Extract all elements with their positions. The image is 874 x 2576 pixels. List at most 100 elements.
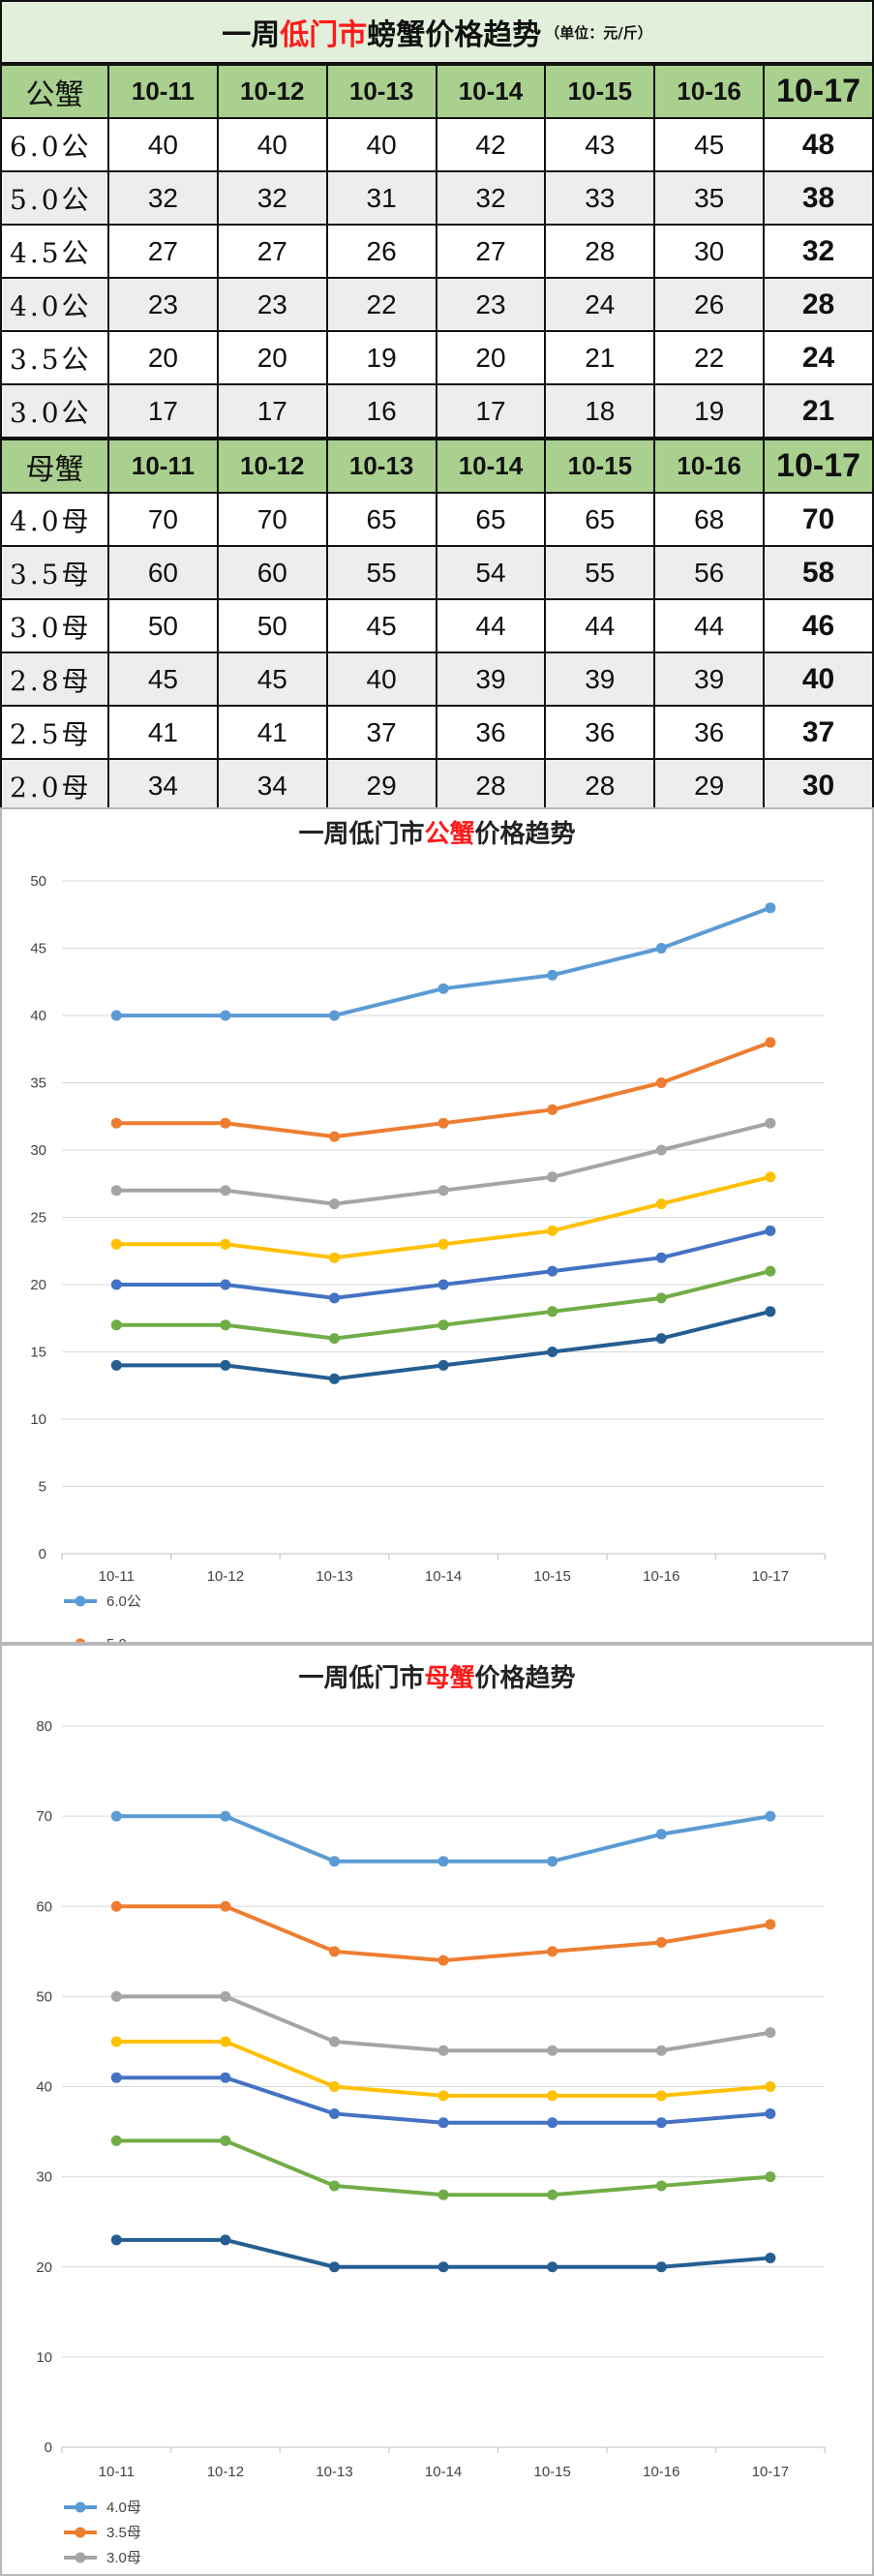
female-price-cell: 39 — [544, 652, 656, 707]
male-price-cell: 38 — [763, 170, 874, 226]
data-point — [220, 1359, 231, 1371]
female-price-cell: 39 — [653, 652, 766, 707]
chart-title: 一周低门市母蟹价格趋势 — [298, 1663, 575, 1693]
data-point — [655, 1077, 667, 1088]
male-size-label: 6.0公 — [0, 117, 109, 172]
y-tick-label: 35 — [30, 1076, 46, 1092]
data-point — [220, 1810, 231, 1822]
male-price-cell: 42 — [435, 117, 547, 172]
male-price-table: 公蟹 10-11 10-12 10-13 10-14 10-15 10-16 10-17 6.0… — [0, 64, 874, 492]
legend-entry: 3.5母 — [106, 2525, 141, 2541]
male-price-cell: 20 — [107, 330, 219, 385]
legend-swatch-marker — [75, 2552, 86, 2563]
male-price-cell: 33 — [544, 170, 656, 226]
male-price-cell: 45 — [653, 117, 766, 172]
female-size-label: 3.5母 — [0, 545, 109, 600]
x-tick-label: 10-11 — [99, 2464, 135, 2480]
data-point — [110, 1900, 122, 1912]
male-date-header: 10-17 — [763, 64, 874, 119]
female-date-header: 10-15 — [544, 439, 656, 494]
data-point — [765, 2107, 776, 2119]
female-price-cell: 46 — [763, 598, 874, 653]
male-price-cell: 20 — [216, 330, 328, 385]
x-tick-label: 10-17 — [752, 1568, 789, 1585]
data-point — [547, 2045, 558, 2056]
data-point — [437, 1359, 449, 1371]
chart-canvas: 一周低门市母蟹价格趋势 0 10 20 30 40 50 60 70 80 10-11 10-12 10… — [36, 1663, 826, 2566]
male-size-label: 4.0公 — [0, 277, 109, 332]
legend-entry: 5.0 — [106, 1636, 127, 1642]
data-point — [110, 1279, 122, 1290]
data-point — [220, 1010, 231, 1021]
female-price-cell: 70 — [216, 492, 328, 547]
data-point — [655, 2045, 667, 2056]
female-price-cell: 30 — [763, 758, 874, 813]
data-point — [437, 1185, 449, 1197]
female-price-chart: 一周低门市母蟹价格趋势 0 10 20 30 40 50 60 70 80 10-11 10-12 10… — [0, 1644, 874, 2576]
data-point — [437, 2117, 449, 2129]
data-point — [329, 2261, 340, 2273]
x-tick-label: 10-16 — [643, 1568, 679, 1585]
male-table-row: 5.0公 32 32 31 32 33 35 38 — [0, 170, 874, 226]
female-price-cell: 65 — [325, 492, 437, 547]
x-tick-label: 10-13 — [316, 2464, 352, 2480]
y-tick-label: 30 — [30, 1142, 46, 1159]
female-price-cell: 68 — [653, 492, 766, 547]
male-price-cell: 17 — [107, 383, 219, 439]
data-point — [437, 2045, 449, 2056]
legend-entry: 3.0母 — [106, 2550, 141, 2566]
male-date-header: 10-16 — [653, 64, 766, 119]
female-table-label: 母蟹 — [0, 439, 109, 494]
female-price-cell: 45 — [107, 652, 219, 707]
data-point — [110, 1990, 122, 2002]
data-point — [655, 1333, 667, 1345]
male-table-row: 4.0公 23 23 22 23 24 26 28 — [0, 277, 874, 332]
series-line-1 — [114, 1814, 772, 1864]
header-title-suffix: 螃蟹价格趋势 — [367, 18, 542, 52]
x-tick-label: 10-17 — [752, 2464, 789, 2480]
data-point — [437, 2189, 449, 2200]
male-price-cell: 21 — [544, 330, 656, 385]
male-price-cell: 26 — [325, 224, 437, 279]
male-price-cell: 32 — [763, 224, 874, 279]
female-price-cell: 45 — [216, 652, 328, 707]
male-price-cell: 21 — [763, 383, 874, 439]
male-price-cell: 27 — [107, 224, 219, 279]
data-point — [547, 2261, 558, 2273]
y-tick-label: 5 — [39, 1479, 46, 1496]
header-title-prefix: 一周 — [222, 18, 281, 52]
data-point — [220, 2036, 231, 2047]
female-date-header: 10-13 — [325, 439, 437, 494]
female-price-table: 母蟹 10-11 10-12 10-13 10-14 10-15 10-16 10-17 4.0… — [0, 439, 874, 866]
data-point — [437, 2090, 449, 2102]
female-table-row: 2.5母 41 41 37 36 36 36 37 — [0, 705, 874, 760]
data-point — [329, 1333, 340, 1345]
female-price-cell: 65 — [435, 492, 547, 547]
female-table-row: 4.0母 70 70 65 65 65 68 70 — [0, 492, 874, 547]
data-point — [547, 1856, 558, 1867]
male-price-cell: 17 — [435, 383, 547, 439]
data-point — [547, 1306, 558, 1318]
data-point — [220, 1990, 231, 2002]
y-tick-label: 30 — [36, 2169, 52, 2186]
female-date-header: 10-17 — [763, 439, 874, 494]
male-price-cell: 22 — [653, 330, 766, 385]
data-point — [655, 2180, 667, 2192]
data-point — [655, 1829, 667, 1840]
male-price-cell: 35 — [653, 170, 766, 226]
female-price-cell: 40 — [325, 652, 437, 707]
female-date-header: 10-11 — [107, 439, 219, 494]
chart-title-accent: 公蟹 — [424, 819, 474, 849]
x-tick-label: 10-11 — [99, 1568, 135, 1585]
data-point — [655, 2261, 667, 2273]
female-price-cell: 44 — [544, 598, 656, 653]
male-price-cell: 22 — [325, 277, 437, 332]
male-price-cell: 23 — [216, 277, 328, 332]
data-point — [655, 1292, 667, 1304]
y-tick-label: 0 — [45, 2440, 52, 2456]
data-point — [547, 1171, 558, 1183]
data-point — [655, 943, 667, 954]
chart-title-prefix: 一周低门市 — [298, 819, 424, 849]
male-price-cell: 20 — [435, 330, 547, 385]
male-price-cell: 40 — [216, 117, 328, 172]
